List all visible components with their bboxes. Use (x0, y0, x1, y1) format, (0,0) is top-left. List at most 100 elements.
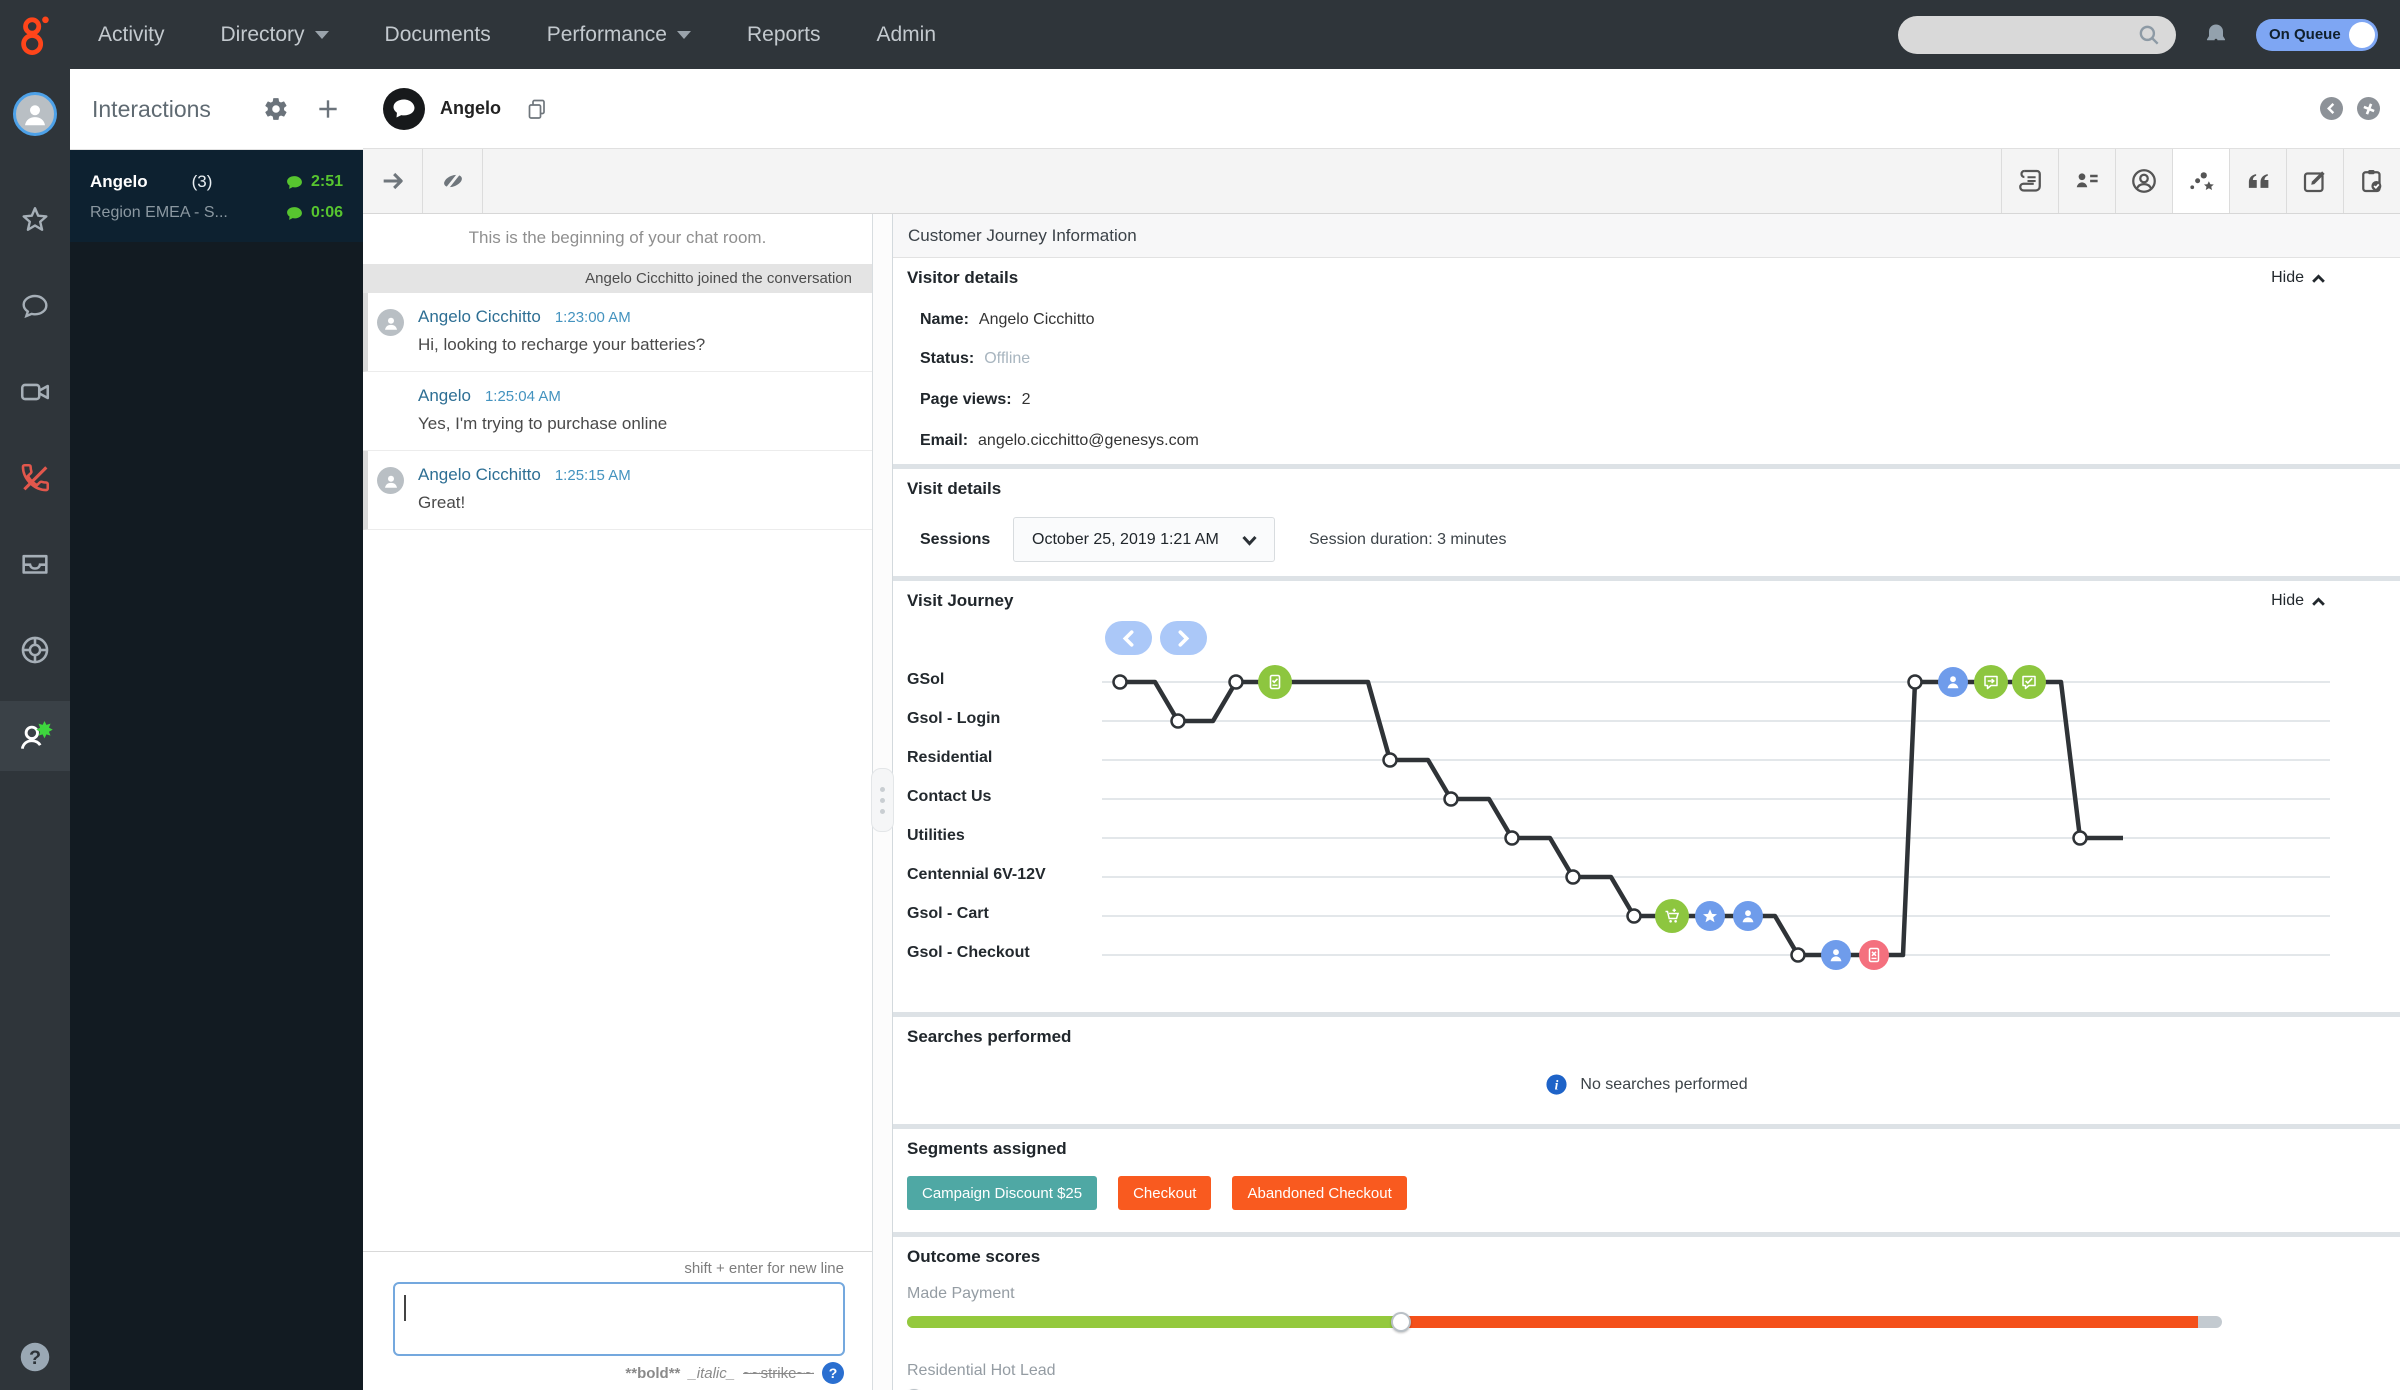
journey-scroll-left-button[interactable] (1105, 621, 1152, 655)
chat-message-list[interactable]: This is the beginning of your chat room.… (363, 214, 872, 1251)
mute-leaf-icon[interactable] (423, 149, 483, 213)
chat-message: Angelo Cicchitto 1:25:15 AM Great! (363, 451, 872, 530)
interaction-name: Angelo (90, 172, 148, 192)
tab-journey-icon[interactable] (2172, 149, 2229, 213)
tab-quotes-icon[interactable] (2229, 149, 2286, 213)
interaction-count: (3) (192, 172, 213, 192)
journey-row-label: Residential (907, 749, 992, 767)
visitor-details-hide-link[interactable]: Hide (2271, 269, 2326, 287)
interaction-list-item-angelo[interactable]: Angelo (3) 2:51 Region EMEA - S... (70, 150, 363, 242)
svg-text:?: ? (29, 1347, 41, 1369)
journey-row-label: GSol (907, 671, 944, 689)
outcome-score-made-payment: Made Payment (893, 1285, 2400, 1328)
info-icon: i (1545, 1073, 1568, 1096)
panel-splitter (873, 214, 893, 1390)
top-nav-bar: Activity Directory Documents Performance… (0, 0, 2400, 69)
video-icon[interactable] (0, 357, 70, 427)
panel-back-icon[interactable] (2320, 97, 2343, 120)
message-text: Hi, looking to recharge your batteries? (418, 335, 852, 355)
svg-text:i: i (1555, 1077, 1559, 1092)
chat-icon[interactable] (0, 271, 70, 341)
visitor-email: angelo.cicchitto@genesys.com (978, 432, 1199, 450)
message-author: Angelo (418, 386, 471, 406)
outcome-score-residential-hot-lead: Residential Hot Lead (893, 1362, 2400, 1390)
notifications-bell-icon[interactable] (2202, 21, 2230, 49)
inbox-icon[interactable] (0, 529, 70, 599)
chevron-down-icon (315, 31, 329, 39)
favorites-star-icon[interactable] (0, 185, 70, 255)
chevron-down-icon (1241, 534, 1258, 546)
chat-message: Angelo 1:25:04 AM Yes, I'm trying to pur… (363, 372, 872, 451)
visitor-details-section: Visitor details Hide Name:Angelo Cicchit… (893, 258, 2400, 469)
tab-profile-icon[interactable] (2115, 149, 2172, 213)
interaction-duration: 2:51 (286, 173, 343, 191)
tab-contact-card-icon[interactable] (2058, 149, 2115, 213)
searches-title: Searches performed (907, 1027, 1071, 1047)
end-interaction-arrow-icon[interactable] (363, 149, 423, 213)
journey-row-label: Gsol - Cart (907, 905, 989, 923)
nav-admin[interactable]: Admin (877, 23, 937, 47)
message-author: Angelo Cicchitto (418, 307, 541, 327)
nav-reports[interactable]: Reports (747, 23, 821, 47)
genesys-logo-icon[interactable] (0, 12, 70, 58)
visit-details-title: Visit details (907, 479, 1001, 499)
visitor-page-views: 2 (1022, 391, 1031, 409)
conversation-header: Angelo (363, 69, 2400, 149)
visit-journey-hide-link[interactable]: Hide (2271, 592, 2326, 610)
nav-documents[interactable]: Documents (385, 23, 491, 47)
page-views-label: Page views: (920, 391, 1012, 409)
visitor-status: Offline (984, 350, 1030, 368)
nav-directory[interactable]: Directory (221, 23, 329, 47)
interactions-icon[interactable] (0, 701, 70, 771)
chevron-left-icon (1122, 630, 1135, 647)
formatting-help-icon[interactable]: ? (822, 1362, 844, 1384)
journey-row-label: Gsol - Checkout (907, 944, 1030, 962)
on-queue-toggle[interactable]: On Queue (2256, 19, 2378, 51)
segment-chip[interactable]: Campaign Discount $25 (907, 1176, 1097, 1210)
chevron-up-icon (2311, 596, 2326, 607)
segments-title: Segments assigned (907, 1139, 1067, 1159)
sessions-dropdown[interactable]: October 25, 2019 1:21 AM (1013, 517, 1275, 562)
visit-journey-chart[interactable]: GSolGsol - LoginResidentialContact UsUti… (893, 662, 2400, 982)
chevron-right-icon (1177, 630, 1190, 647)
message-author: Angelo Cicchitto (418, 465, 541, 485)
new-interaction-plus-icon[interactable] (315, 96, 341, 122)
global-search-input[interactable] (1898, 16, 2176, 54)
support-ring-icon[interactable] (0, 615, 70, 685)
journey-scroll-right-button[interactable] (1160, 621, 1207, 655)
visitor-details-title: Visitor details (907, 268, 1018, 288)
conversation-avatar (383, 88, 425, 130)
chat-panel: This is the beginning of your chat room.… (363, 214, 873, 1390)
tab-script-icon[interactable] (2001, 149, 2058, 213)
interactions-settings-gear-icon[interactable] (263, 96, 289, 122)
nav-activity[interactable]: Activity (98, 23, 165, 47)
chat-input-area: shift + enter for new line **bold** _ita… (363, 1251, 872, 1390)
left-icon-rail: ? (0, 69, 70, 1390)
splitter-drag-handle[interactable] (871, 768, 894, 832)
segment-chip[interactable]: Abandoned Checkout (1232, 1176, 1406, 1210)
phone-disabled-icon[interactable] (0, 443, 70, 513)
nav-performance[interactable]: Performance (547, 23, 691, 47)
message-time: 1:25:04 AM (485, 388, 561, 405)
app-window: Activity Directory Documents Performance… (0, 0, 2400, 1390)
journey-row-label: Gsol - Login (907, 710, 1000, 728)
tab-compose-icon[interactable] (2286, 149, 2343, 213)
email-label: Email: (920, 432, 968, 450)
tab-wrapup-clipboard-icon[interactable] (2343, 149, 2400, 213)
customer-journey-panel: Customer Journey Information Visitor det… (893, 214, 2400, 1390)
user-avatar[interactable] (0, 79, 70, 149)
score-label: Made Payment (907, 1285, 2400, 1303)
copy-icon[interactable] (525, 97, 549, 121)
panel-expand-icon[interactable] (2357, 97, 2380, 120)
made-payment-slider[interactable] (907, 1316, 2222, 1328)
session-duration: Session duration: 3 minutes (1309, 531, 1506, 549)
chevron-up-icon (2311, 273, 2326, 284)
sessions-label: Sessions (920, 531, 1000, 549)
chat-bubble-icon (286, 175, 303, 190)
text-caret (404, 1295, 406, 1321)
help-icon[interactable]: ? (0, 1338, 70, 1376)
journey-row-label: Utilities (907, 827, 965, 845)
chat-input[interactable] (393, 1282, 845, 1356)
slider-knob[interactable] (1391, 1312, 1411, 1332)
segment-chip[interactable]: Checkout (1118, 1176, 1211, 1210)
